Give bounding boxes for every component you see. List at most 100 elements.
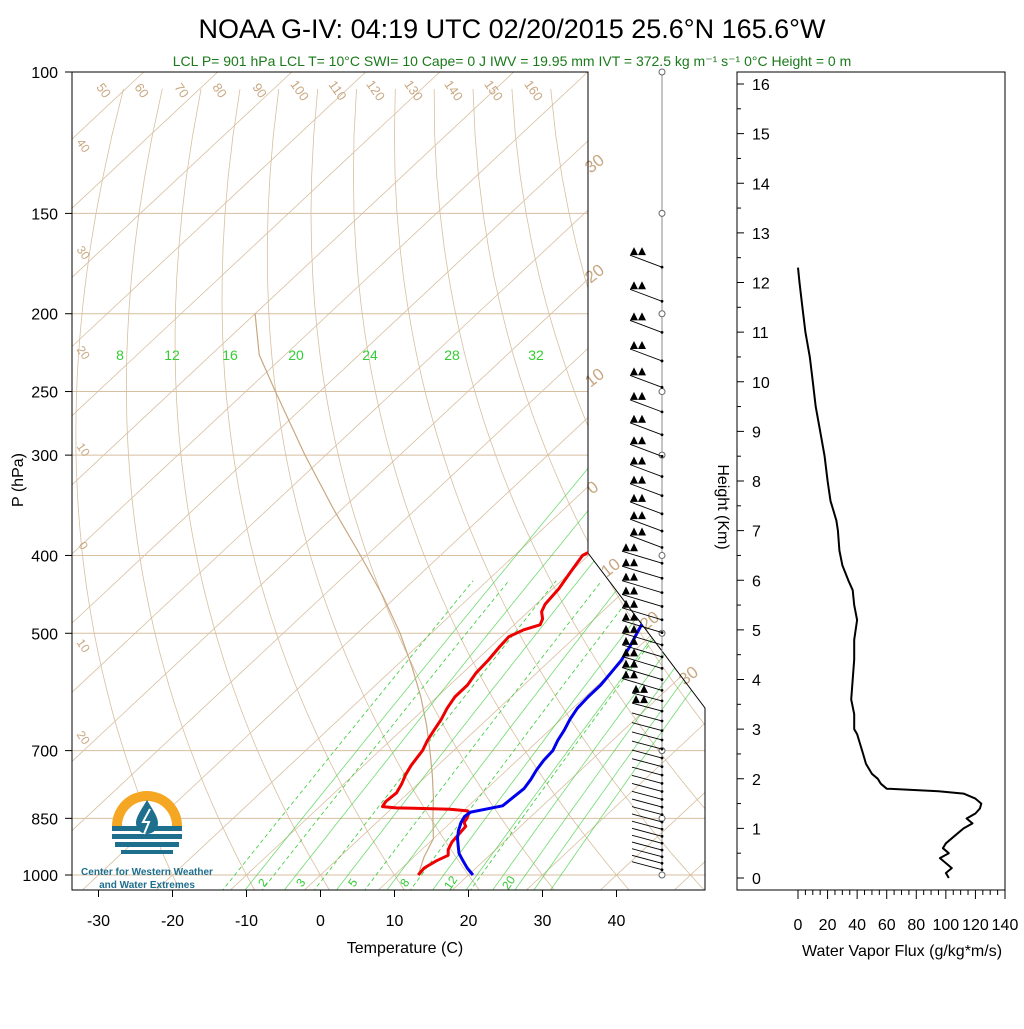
wind-dot	[660, 410, 664, 414]
dry-adiabat-label: 110	[326, 78, 350, 104]
wind-pennant	[630, 247, 638, 256]
mixing-ratio-label: 28	[444, 347, 460, 363]
flux-y-tick-label: 15	[752, 127, 770, 144]
wind-pennant	[638, 391, 646, 400]
dry-adiabat-line	[784, 89, 1024, 892]
mixing-ratio-label: 20	[288, 347, 304, 363]
wind-pennant	[630, 511, 638, 520]
wind-pennant	[630, 572, 638, 581]
wind-pennant	[622, 624, 630, 633]
wind-dot	[660, 827, 664, 831]
wind-dot	[660, 512, 664, 516]
y-tick-label: 500	[31, 626, 58, 643]
wind-barb	[629, 288, 663, 302]
wind-pennant	[630, 624, 638, 633]
wind-pennant	[630, 648, 638, 657]
x-tick-label: -30	[87, 913, 110, 930]
wind-pennant	[622, 572, 630, 581]
isotherm-line	[72, 72, 705, 890]
dry-adiabat-line	[823, 89, 1024, 892]
flux-x-tick-label: 120	[962, 917, 989, 934]
wind-dot	[660, 433, 664, 437]
wind-pennant	[638, 281, 646, 290]
skewt-axes: -30 -20 -10 0 10 20 30 401001502002503004005007…	[22, 65, 625, 930]
wind-barb	[621, 594, 663, 607]
dry-adiabat-line	[352, 88, 632, 890]
wind-barb	[631, 749, 663, 759]
logo-bolt-icon	[141, 808, 151, 835]
wind-barb	[631, 740, 663, 750]
y-tick-label: 400	[31, 548, 58, 565]
wind-dot	[660, 813, 664, 817]
wind-barb	[631, 806, 663, 816]
flux-x-tick-label: 100	[933, 917, 960, 934]
isotherm-line	[450, 72, 705, 890]
mixing-ratio-label: 32	[528, 347, 544, 363]
wind-dot	[660, 678, 664, 681]
wind-barb	[621, 580, 663, 594]
moist-adiabat-line	[260, 580, 510, 890]
dry-adiabat-line	[472, 88, 705, 890]
flux-y-tick-label: 11	[752, 325, 769, 342]
isotherm-line	[302, 72, 705, 890]
wind-pennant	[630, 670, 638, 679]
flux-x-tick-label: 40	[848, 917, 866, 934]
dry-adiabat-line	[861, 89, 1024, 892]
wind-pennant	[640, 684, 648, 693]
wind-pennant	[630, 414, 638, 423]
wind-pennant	[638, 511, 646, 520]
wind-dot	[660, 359, 664, 363]
moist-adiabat-line	[220, 580, 474, 890]
flux-frame	[736, 71, 1006, 891]
wind-pennant	[638, 312, 646, 321]
wind-dot	[660, 699, 664, 703]
dry-adiabat-label: 60	[131, 80, 152, 100]
isotherm-right-label: 20	[581, 260, 608, 287]
y-tick-label: 250	[31, 385, 58, 402]
wind-dot	[660, 667, 664, 670]
wind-pennant	[630, 281, 638, 290]
isotherm-line	[72, 72, 332, 890]
flux-y-tick-label: 5	[752, 623, 761, 640]
wind-barb	[621, 550, 663, 564]
wind-pennant	[630, 636, 638, 645]
wind-dot	[660, 781, 664, 785]
wind-dot	[660, 561, 664, 565]
isotherm-left-label: 40	[74, 136, 93, 155]
isotherm-line	[72, 72, 184, 890]
x-tick-label: -10	[235, 913, 258, 930]
wind-barb	[629, 319, 663, 333]
dry-adiabat-line	[310, 88, 557, 890]
isotherm-left-label: 0	[76, 539, 91, 553]
dry-adiabat-label: 80	[209, 80, 230, 100]
wind-pennant	[630, 543, 638, 552]
wind-pennant	[630, 493, 638, 502]
dry-adiabat-line	[221, 88, 407, 890]
wind-dot	[660, 265, 664, 269]
wind-dot	[660, 605, 664, 608]
wind-barb	[629, 518, 663, 532]
moist-ratio-label: 8	[397, 876, 412, 890]
dry-adiabat-line	[589, 88, 705, 890]
wind-barb	[631, 798, 663, 808]
dry-adiabat-label: 100	[287, 77, 312, 103]
wind-barb	[621, 620, 663, 634]
wind-dot	[660, 805, 664, 809]
dry-adiabat-line	[266, 88, 482, 890]
isotherm-right-label: 10	[597, 554, 624, 581]
flux-x-tick-label: 60	[878, 917, 896, 934]
wind-dot	[660, 529, 664, 533]
flux-y-tick-label: 1	[752, 821, 761, 838]
dry-adiabat-label: 70	[171, 80, 192, 100]
wind-barb	[621, 565, 663, 579]
flux-y-tick-label: 2	[752, 772, 761, 789]
wind-dot	[660, 689, 664, 692]
wind-pennant	[638, 456, 646, 465]
staff-marker	[658, 871, 666, 879]
skewt-grid-labels: 50 60 70 80 90 100 110 120 130 140 150 160403020100…	[74, 77, 702, 892]
wind-pennant	[630, 558, 638, 567]
wind-dot	[660, 834, 664, 838]
mixing-ratio-line	[385, 362, 705, 890]
